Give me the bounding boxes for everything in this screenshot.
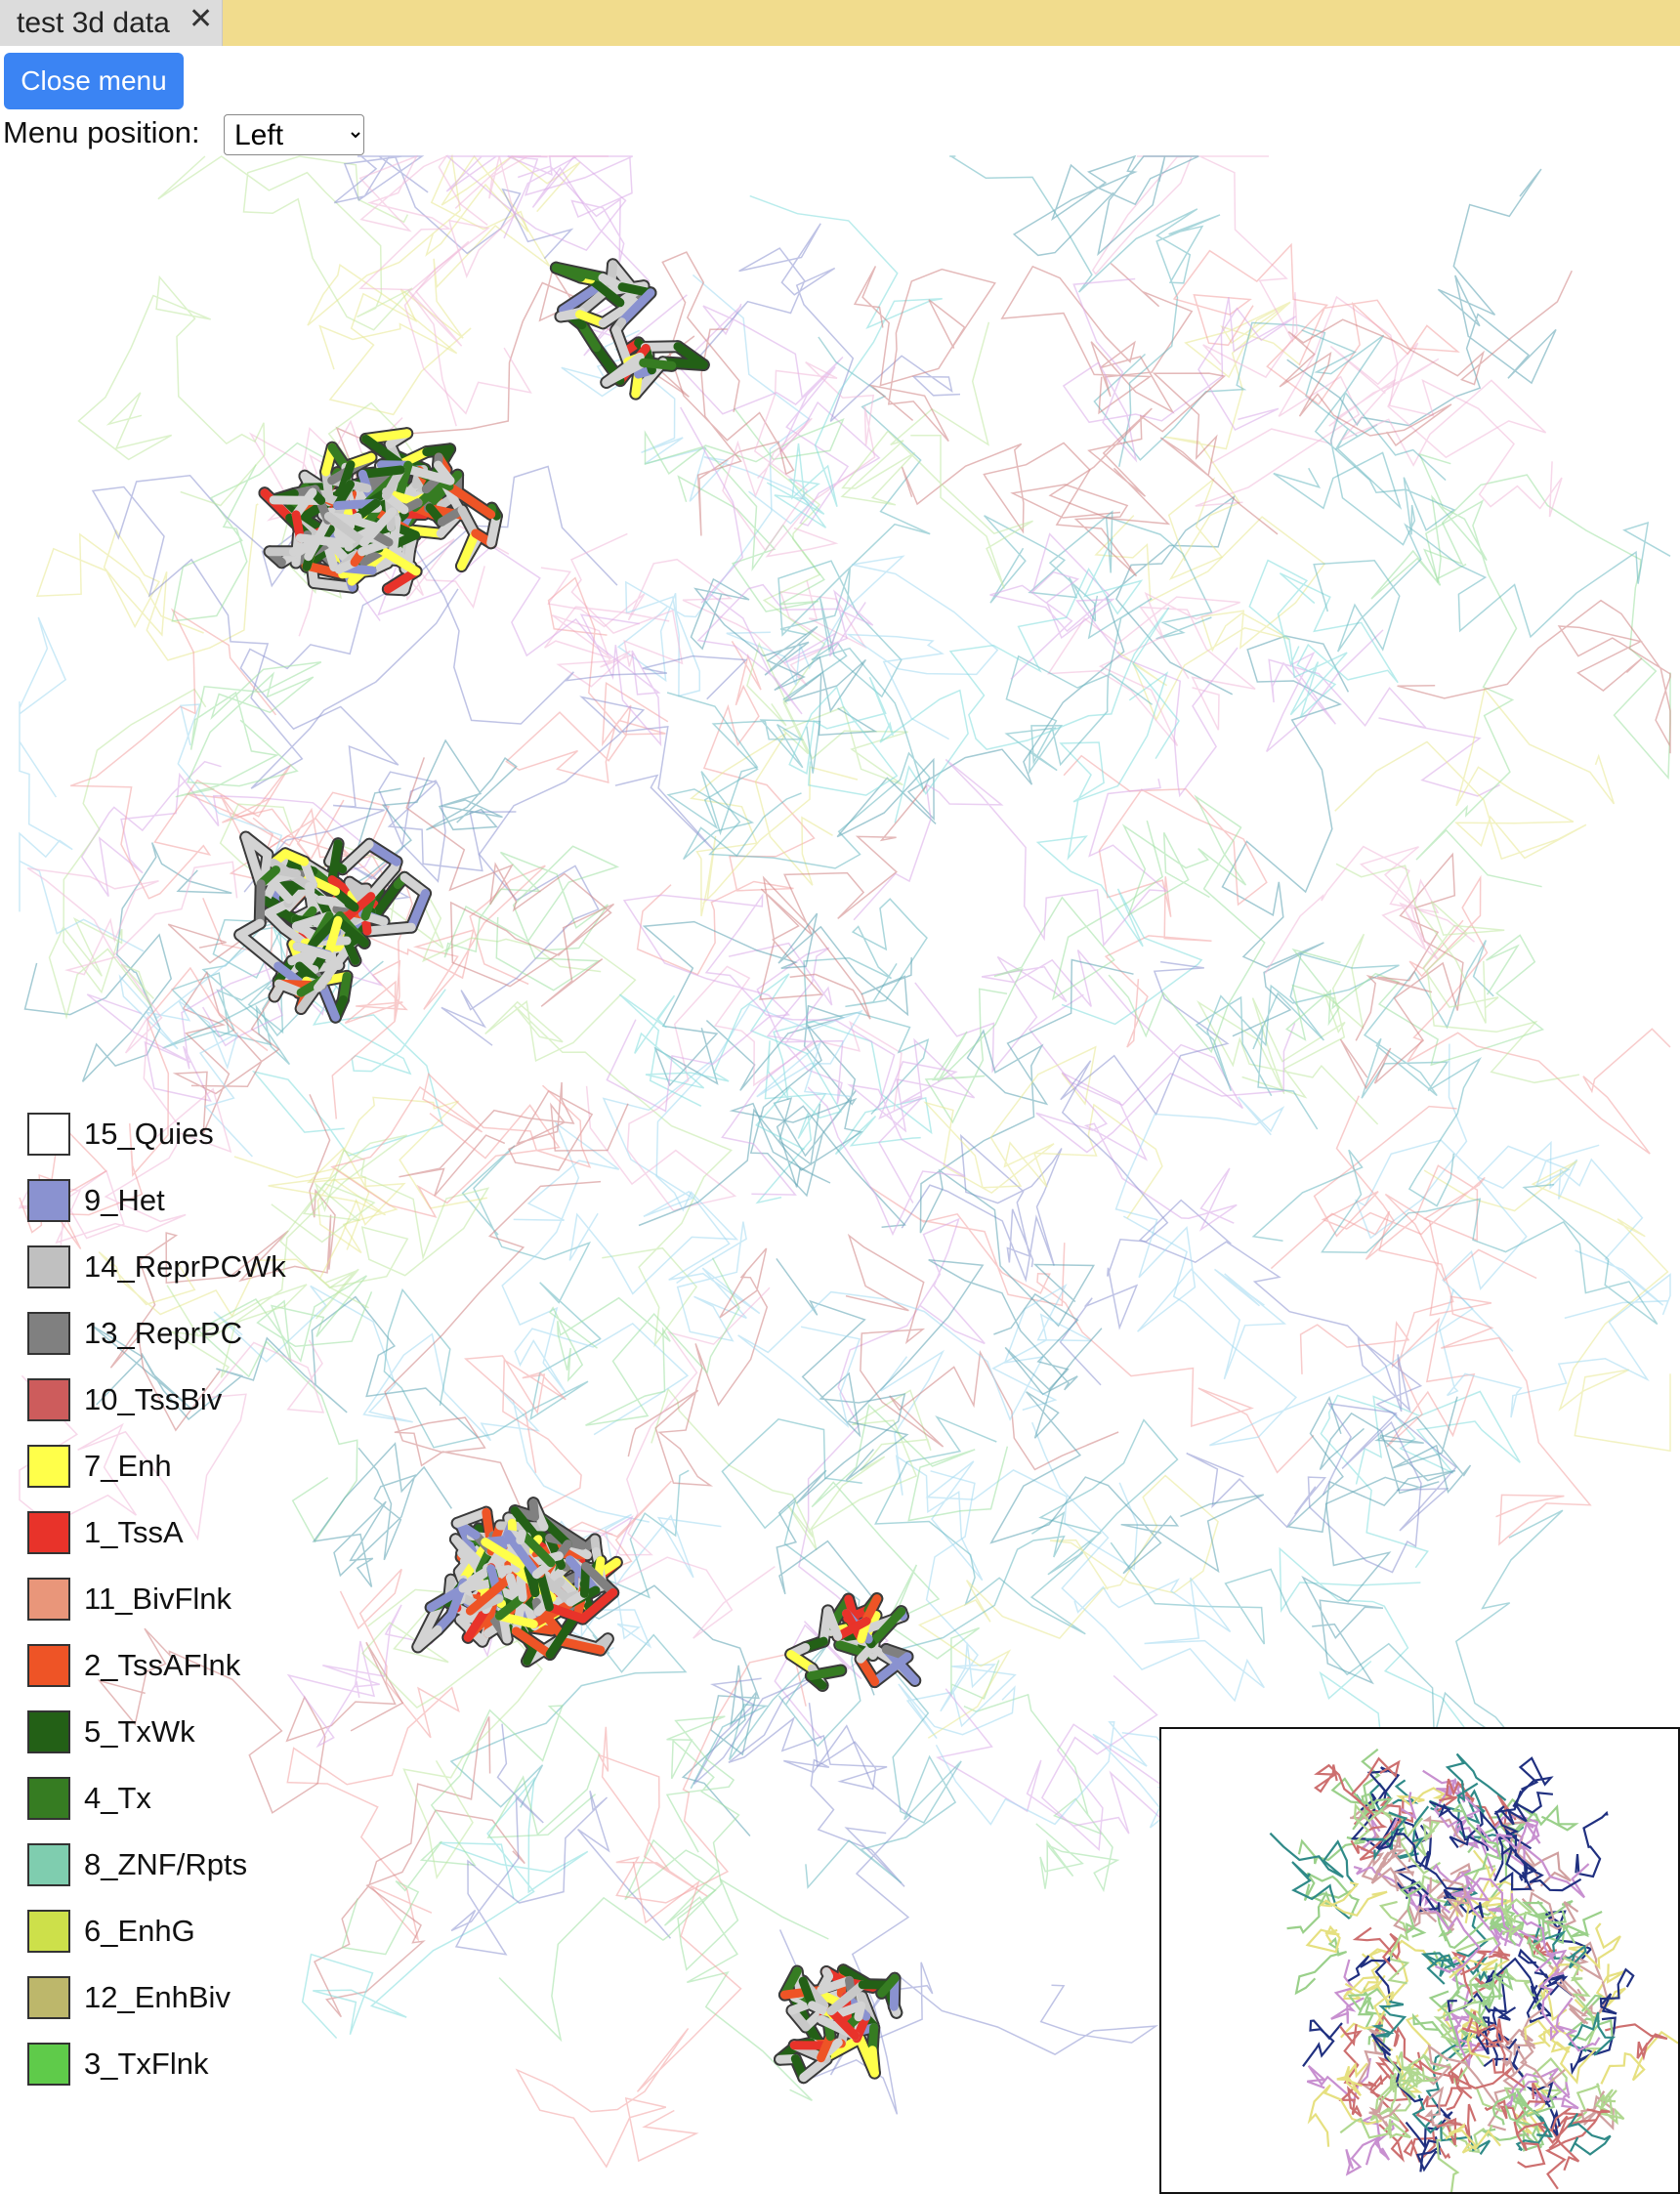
overview-3d-thumbnail [1269, 1748, 1678, 2192]
legend-swatch [27, 1843, 70, 1886]
menu-position-label: Menu position: [3, 115, 200, 149]
legend-label: 7_Enh [84, 1449, 172, 1483]
legend-swatch [27, 1113, 70, 1156]
legend-label: 11_BivFlnk [84, 1582, 232, 1616]
legend-label: 1_TssA [84, 1515, 184, 1549]
legend-label: 13_ReprPC [84, 1316, 242, 1350]
legend-swatch [27, 1710, 70, 1753]
legend-label: 12_EnhBiv [84, 1980, 231, 2014]
legend-item[interactable]: 11_BivFlnk [27, 1575, 231, 1624]
legend-swatch [27, 1179, 70, 1222]
legend-label: 15_Quies [84, 1117, 214, 1151]
legend-label: 4_Tx [84, 1781, 151, 1815]
legend-swatch [27, 1378, 70, 1421]
legend-item[interactable]: 6_EnhG [27, 1907, 195, 1956]
legend-label: 9_Het [84, 1183, 165, 1217]
tab-title: test 3d data [17, 6, 170, 39]
legend-label: 6_EnhG [84, 1914, 195, 1948]
legend-swatch [27, 1910, 70, 1953]
legend-label: 3_TxFlnk [84, 2046, 209, 2081]
legend-swatch [27, 1312, 70, 1355]
legend-item[interactable]: 2_TssAFlnk [27, 1641, 240, 1690]
legend-label: 5_TxWk [84, 1714, 195, 1749]
legend-item[interactable]: 3_TxFlnk [27, 2040, 208, 2089]
legend-label: 8_ZNF/Rpts [84, 1847, 248, 1881]
legend-item[interactable]: 8_ZNF/Rpts [27, 1840, 247, 1889]
menu-position-select[interactable]: Left [224, 114, 364, 155]
legend-swatch [27, 2043, 70, 2086]
legend-swatch [27, 1578, 70, 1621]
legend-label: 14_ReprPCWk [84, 1249, 286, 1284]
legend-item[interactable]: 10_TssBiv [27, 1375, 222, 1424]
close-menu-button[interactable]: Close menu [4, 53, 184, 109]
tab-test-3d-data[interactable]: test 3d data ✕ [0, 0, 223, 46]
overview-inset[interactable] [1159, 1727, 1680, 2194]
legend-item[interactable]: 1_TssA [27, 1508, 184, 1557]
legend-swatch [27, 1511, 70, 1554]
legend-label: 2_TssAFlnk [84, 1648, 241, 1682]
tab-bar: test 3d data ✕ [0, 0, 1680, 46]
highlighted-chromatin-tube-upper [233, 258, 710, 1024]
legend-item[interactable]: 14_ReprPCWk [27, 1243, 286, 1291]
legend-swatch [27, 1245, 70, 1288]
legend-item[interactable]: 5_TxWk [27, 1708, 195, 1756]
legend-item[interactable]: 13_ReprPC [27, 1309, 242, 1358]
legend-label: 10_TssBiv [84, 1382, 223, 1416]
legend-item[interactable]: 12_EnhBiv [27, 1973, 231, 2022]
legend-item[interactable]: 9_Het [27, 1176, 165, 1225]
legend-swatch [27, 1445, 70, 1488]
tab-close-icon[interactable]: ✕ [189, 3, 214, 35]
legend-item[interactable]: 4_Tx [27, 1774, 151, 1823]
legend-item[interactable]: 15_Quies [27, 1110, 214, 1159]
legend-swatch [27, 1976, 70, 2019]
legend-swatch [27, 1644, 70, 1687]
highlighted-chromatin-tube-lower [411, 1497, 922, 2085]
legend-item[interactable]: 7_Enh [27, 1442, 172, 1491]
legend-swatch [27, 1777, 70, 1820]
